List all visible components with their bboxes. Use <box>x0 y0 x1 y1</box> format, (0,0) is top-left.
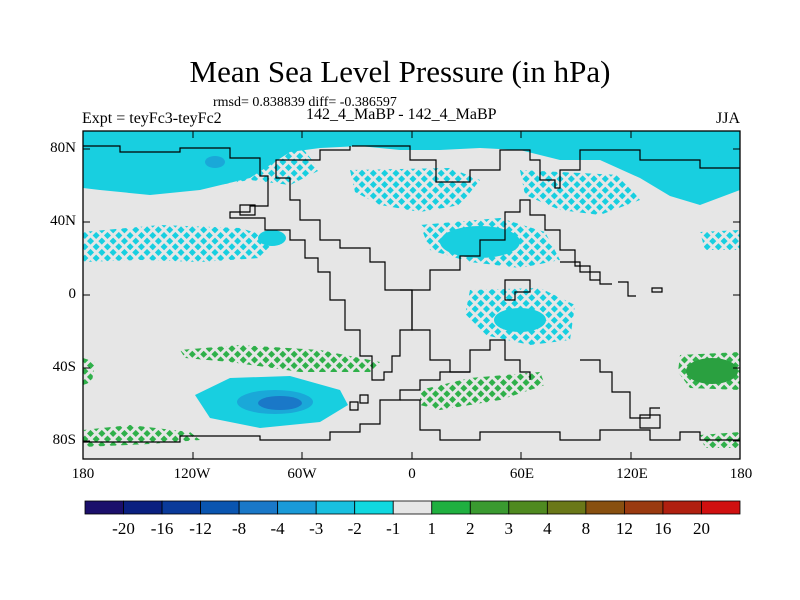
north-atlantic-hatch-band <box>83 225 280 262</box>
colorbar-swatch <box>277 500 317 515</box>
arctic-darker-spot <box>205 156 225 168</box>
colorbar-swatch <box>315 500 356 515</box>
colorbar-swatch <box>546 500 587 515</box>
colorbar-swatch <box>392 500 433 515</box>
colorbar-label: -20 <box>112 519 135 538</box>
colorbar-label: 3 <box>504 519 514 538</box>
colorbar-label: -8 <box>232 519 247 538</box>
lat-tick-40n: 40N <box>50 213 76 229</box>
season-label: JJA <box>716 110 741 127</box>
lon-tick-180w: 180 <box>71 466 95 482</box>
colorbar-swatch <box>354 500 394 515</box>
run-label: 142_4_MaBP - 142_4_MaBP <box>306 106 497 123</box>
lat-tick-40s: 40S <box>52 359 76 375</box>
chart-title: Mean Sea Level Pressure (in hPa) <box>189 54 611 89</box>
lon-tick-120e: 120E <box>616 466 648 482</box>
colorbar-swatch <box>161 500 201 515</box>
colorbar-label: 4 <box>543 519 552 538</box>
experiment-label: Expt = teyFc3-teyFc2 <box>82 110 222 127</box>
colorbar-label: -16 <box>150 519 174 538</box>
colorbar-label: 12 <box>615 519 633 538</box>
stats-label: rmsd= 0.838839 diff= -0.386597 <box>213 95 397 110</box>
colorbar-swatch <box>469 500 510 515</box>
colorbar-label: -1 <box>386 519 401 538</box>
colorbar-label: 20 <box>693 519 710 538</box>
colorbar-swatch <box>200 500 240 515</box>
colorbar-swatch <box>624 500 664 515</box>
colorbar-label: -3 <box>309 519 324 538</box>
colorbar-label: -12 <box>189 519 212 538</box>
colorbar-swatch <box>84 500 124 515</box>
south-pacific-positive-blob <box>686 358 738 384</box>
colorbar-swatch <box>123 500 163 515</box>
lon-tick-180e: 180 <box>729 466 753 482</box>
axis-ticks <box>83 131 740 459</box>
colorbar-label: 16 <box>654 519 672 538</box>
colorbar-label: 1 <box>427 519 437 538</box>
south-atlantic-positive-hatch <box>180 345 380 372</box>
lon-tick-60w: 60W <box>287 466 317 482</box>
colorbar-swatch <box>585 500 625 515</box>
colorbar-label: -4 <box>270 519 285 538</box>
lon-tick-0: 0 <box>408 466 416 482</box>
colorbar-label: -2 <box>347 519 362 538</box>
colorbar-swatch <box>508 500 548 515</box>
indian-ocean-negative-blob <box>494 308 546 332</box>
west-edge-positive-hatch <box>83 358 95 385</box>
arctic-hatch-region <box>83 145 320 192</box>
colorbar-swatch <box>662 500 702 515</box>
north-atlantic-solid-spot <box>258 230 286 246</box>
south-pacific-deep-core <box>258 396 302 410</box>
north-pacific-negative-blob <box>660 154 740 198</box>
colorbar-swatch <box>431 500 471 515</box>
colorbar-label: 8 <box>581 519 591 538</box>
colorbar-swatch <box>701 500 741 515</box>
north-pacific-east-hatch <box>700 230 740 250</box>
siberia-hatch-region <box>350 168 480 212</box>
east-asia-hatch-region <box>520 170 640 215</box>
colorbar <box>84 500 741 515</box>
lon-tick-60e: 60E <box>509 466 535 482</box>
lat-tick-80s: 80S <box>52 432 76 448</box>
lat-tick-0: 0 <box>68 286 77 302</box>
coastlines <box>83 145 740 443</box>
lat-tick-80n: 80N <box>50 140 76 156</box>
south-indian-positive-hatch <box>420 372 545 410</box>
lon-tick-120w: 120W <box>173 466 211 482</box>
colorbar-swatch <box>238 500 279 515</box>
colorbar-label: 2 <box>466 519 475 538</box>
